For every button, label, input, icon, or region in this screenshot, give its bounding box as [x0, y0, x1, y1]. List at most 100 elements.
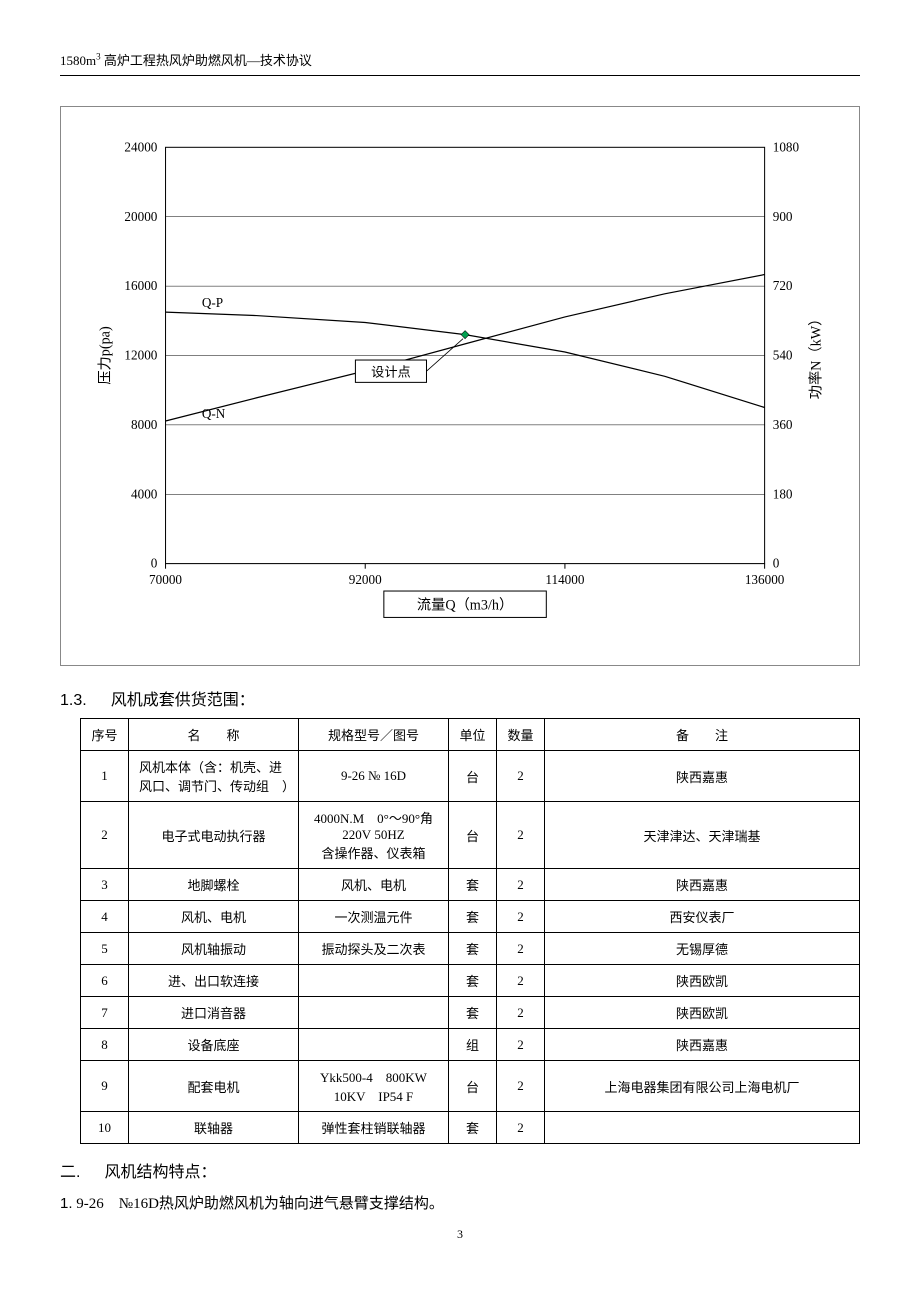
table-cell: 振动探头及二次表 [299, 933, 449, 965]
table-cell [299, 997, 449, 1029]
table-cell: 2 [497, 802, 545, 869]
table-row: 8设备底座组2陕西嘉惠 [81, 1029, 860, 1061]
col-spec: 规格型号／图号 [299, 719, 449, 751]
table-cell: 5 [81, 933, 129, 965]
svg-text:8000: 8000 [131, 417, 158, 432]
table-cell: 7 [81, 997, 129, 1029]
table-cell: 2 [497, 965, 545, 997]
svg-text:70000: 70000 [149, 572, 182, 587]
section-1-3-number: 1.3. [60, 692, 87, 709]
table-cell: 6 [81, 965, 129, 997]
table-row: 2电子式电动执行器4000N.M 0°～90°角 220V 50HZ含操作器、仪… [81, 802, 860, 869]
table-cell [299, 1029, 449, 1061]
table-cell: 弹性套柱销联轴器 [299, 1112, 449, 1144]
svg-text:16000: 16000 [124, 278, 157, 293]
table-cell: 西安仪表厂 [545, 901, 860, 933]
table-cell: 无锡厚德 [545, 933, 860, 965]
table-cell: 台 [449, 751, 497, 802]
table-cell: 地脚螺栓 [129, 869, 299, 901]
svg-text:4000: 4000 [131, 486, 158, 501]
section-1-3-title: 风机成套供货范围： [111, 692, 255, 709]
svg-text:180: 180 [773, 486, 793, 501]
table-cell: 9 [81, 1061, 129, 1112]
svg-text:12000: 12000 [124, 348, 157, 363]
table-cell: 电子式电动执行器 [129, 802, 299, 869]
table-row: 4风机、电机一次测温元件套2西安仪表厂 [81, 901, 860, 933]
table-cell: 配套电机 [129, 1061, 299, 1112]
svg-text:Q-P: Q-P [202, 295, 223, 310]
table-cell: 套 [449, 997, 497, 1029]
table-cell: 9-26 № 16D [299, 751, 449, 802]
svg-text:900: 900 [773, 209, 793, 224]
body-line-1-text: 9-26 №16D热风炉助燃风机为轴向进气悬臂支撑结构。 [76, 1196, 444, 1212]
table-cell: 联轴器 [129, 1112, 299, 1144]
table-row: 7进口消音器套2陕西欧凯 [81, 997, 860, 1029]
table-cell: 组 [449, 1029, 497, 1061]
header-text-after: 高炉工程热风炉助燃风机—技术协议 [101, 53, 312, 68]
table-row: 9配套电机Ykk500-4 800KW10KV IP54 F台2上海电器集团有限… [81, 1061, 860, 1112]
table-cell: 套 [449, 965, 497, 997]
table-cell: 陕西嘉惠 [545, 1029, 860, 1061]
performance-chart: 0400080001200016000200002400001803605407… [60, 106, 860, 666]
table-cell: 陕西欧凯 [545, 997, 860, 1029]
table-cell: 2 [497, 869, 545, 901]
svg-text:流量Q（m3/h）: 流量Q（m3/h） [417, 596, 513, 613]
table-cell: 风机轴振动 [129, 933, 299, 965]
col-seq: 序号 [81, 719, 129, 751]
svg-text:1080: 1080 [773, 139, 800, 154]
header-text-before: 1580m [60, 53, 96, 68]
table-cell: 上海电器集团有限公司上海电机厂 [545, 1061, 860, 1112]
svg-text:720: 720 [773, 278, 793, 293]
svg-text:0: 0 [151, 556, 158, 571]
table-cell: 2 [497, 751, 545, 802]
table-cell: 套 [449, 901, 497, 933]
table-row: 6进、出口软连接 套2陕西欧凯 [81, 965, 860, 997]
table-cell: 2 [497, 997, 545, 1029]
svg-text:360: 360 [773, 417, 793, 432]
body-line-1-num: 1. [60, 1195, 73, 1212]
table-cell: 1 [81, 751, 129, 802]
table-cell: 2 [497, 1029, 545, 1061]
chart-svg: 0400080001200016000200002400001803605407… [71, 127, 849, 655]
table-cell: 2 [497, 1112, 545, 1144]
table-row: 1风机本体（含：机壳、进风口、调节门、传动组 ）9-26 № 16D台2陕西嘉惠 [81, 751, 860, 802]
section-2-number: 二. [60, 1164, 80, 1181]
table-cell: 10 [81, 1112, 129, 1144]
svg-text:Q-N: Q-N [202, 406, 226, 421]
svg-text:114000: 114000 [545, 572, 584, 587]
page-number: 3 [60, 1227, 860, 1242]
table-cell: 套 [449, 1112, 497, 1144]
table-cell: 陕西嘉惠 [545, 869, 860, 901]
table-header-row: 序号 名 称 规格型号／图号 单位 数量 备 注 [81, 719, 860, 751]
table-cell: 风机本体（含：机壳、进风口、调节门、传动组 ） [129, 751, 299, 802]
svg-text:设计点: 设计点 [371, 364, 411, 379]
supply-scope-table: 序号 名 称 规格型号／图号 单位 数量 备 注 1风机本体（含：机壳、进风口、… [80, 718, 860, 1144]
col-unit: 单位 [449, 719, 497, 751]
table-cell: 套 [449, 869, 497, 901]
col-name: 名 称 [129, 719, 299, 751]
table-cell: 风机、电机 [129, 901, 299, 933]
table-cell: 2 [81, 802, 129, 869]
body-line-1: 1. 9-26 №16D热风炉助燃风机为轴向进气悬臂支撑结构。 [60, 1192, 860, 1213]
table-cell: 4 [81, 901, 129, 933]
table-row: 3地脚螺栓风机、电机套2陕西嘉惠 [81, 869, 860, 901]
table-cell [545, 1112, 860, 1144]
table-cell [299, 965, 449, 997]
svg-text:压力p(pa): 压力p(pa) [97, 326, 114, 385]
section-1-3-heading: 1.3. 风机成套供货范围： [60, 686, 860, 710]
table-cell: 风机、电机 [299, 869, 449, 901]
table-cell: 陕西欧凯 [545, 965, 860, 997]
svg-text:136000: 136000 [745, 572, 785, 587]
table-cell: 2 [497, 1061, 545, 1112]
section-2-title: 风机结构特点： [104, 1164, 216, 1181]
svg-text:24000: 24000 [124, 139, 157, 154]
table-cell: 一次测温元件 [299, 901, 449, 933]
table-row: 5风机轴振动振动探头及二次表套2无锡厚德 [81, 933, 860, 965]
table-cell: Ykk500-4 800KW10KV IP54 F [299, 1061, 449, 1112]
svg-text:540: 540 [773, 348, 793, 363]
svg-text:0: 0 [773, 556, 780, 571]
table-cell: 进、出口软连接 [129, 965, 299, 997]
col-qty: 数量 [497, 719, 545, 751]
section-2-heading: 二. 风机结构特点： [60, 1158, 860, 1182]
table-cell: 3 [81, 869, 129, 901]
